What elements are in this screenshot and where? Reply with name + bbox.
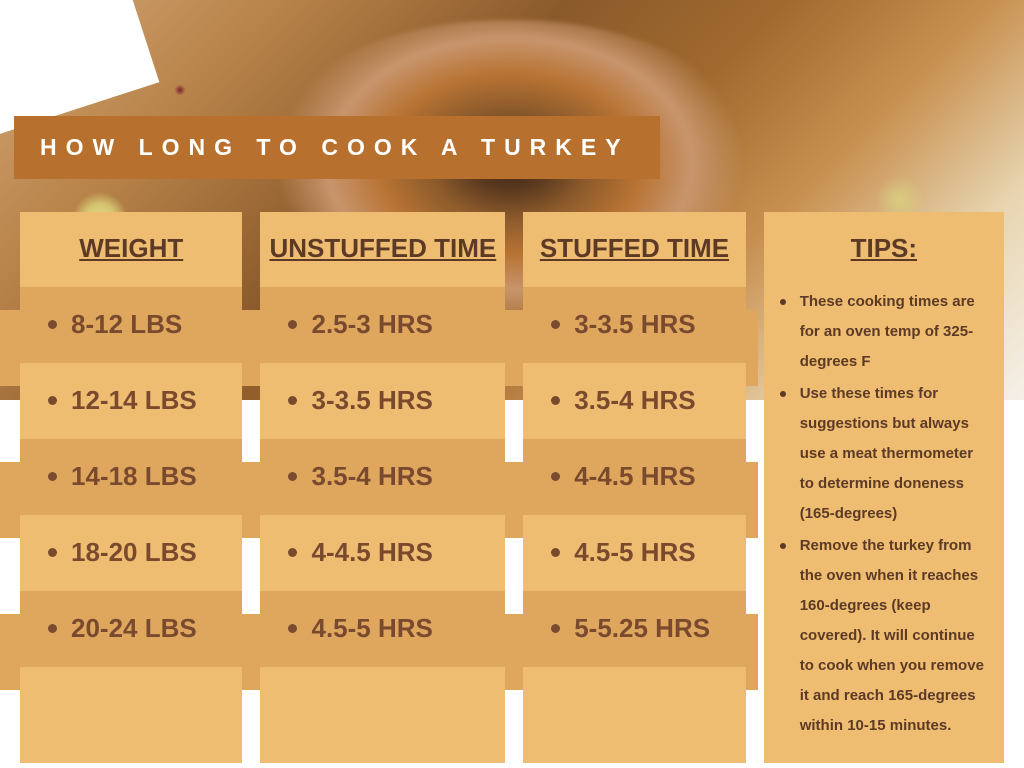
bullet-icon [48,624,57,633]
table-row: 3.5-4 HRS [523,363,745,439]
cell-unstuffed: 3.5-4 HRS [311,461,432,492]
tip-item: These cooking times are for an oven temp… [796,287,984,377]
cell-stuffed: 3-3.5 HRS [574,309,695,340]
table-row: 8-12 LBS [20,287,242,363]
header-stuffed: STUFFED TIME [523,212,745,287]
col-unstuffed: UNSTUFFED TIME 2.5-3 HRS 3-3.5 HRS 3.5-4… [260,212,505,763]
table-row: 12-14 LBS [20,363,242,439]
bullet-icon [48,548,57,557]
table-row: 4.5-5 HRS [260,591,505,667]
bullet-icon [551,472,560,481]
bullet-icon [551,396,560,405]
cooking-table: WEIGHT 8-12 LBS 12-14 LBS 14-18 LBS 18-2… [20,212,1004,763]
bullet-icon [288,548,297,557]
cell-weight: 12-14 LBS [71,385,197,416]
table-row: 18-20 LBS [20,515,242,591]
header-weight: WEIGHT [20,212,242,287]
col-tips: TIPS: These cooking times are for an ove… [764,212,1004,763]
cell-unstuffed: 4.5-5 HRS [311,613,432,644]
cell-stuffed: 4-4.5 HRS [574,461,695,492]
bullet-icon [551,548,560,557]
bullet-icon [288,624,297,633]
tip-item: Use these times for suggestions but alwa… [796,379,984,529]
bullet-icon [48,320,57,329]
cell-stuffed: 3.5-4 HRS [574,385,695,416]
col-stuffed: STUFFED TIME 3-3.5 HRS 3.5-4 HRS 4-4.5 H… [523,212,745,763]
page-title: HOW LONG TO COOK A TURKEY [40,134,630,160]
cell-weight: 14-18 LBS [71,461,197,492]
table-row: 4-4.5 HRS [523,439,745,515]
cell-unstuffed: 4-4.5 HRS [311,537,432,568]
table-row: 5-5.25 HRS [523,591,745,667]
bullet-icon [551,320,560,329]
cell-stuffed: 5-5.25 HRS [574,613,710,644]
bullet-icon [288,396,297,405]
cell-unstuffed: 3-3.5 HRS [311,385,432,416]
table-row: 4-4.5 HRS [260,515,505,591]
table-row: 3-3.5 HRS [523,287,745,363]
bullet-icon [288,320,297,329]
table-row: 3.5-4 HRS [260,439,505,515]
bullet-icon [48,472,57,481]
bullet-icon [288,472,297,481]
header-tips: TIPS: [764,212,1004,287]
col-weight: WEIGHT 8-12 LBS 12-14 LBS 14-18 LBS 18-2… [20,212,242,763]
table-row: 14-18 LBS [20,439,242,515]
header-unstuffed: UNSTUFFED TIME [260,212,505,287]
table-row: 2.5-3 HRS [260,287,505,363]
cell-unstuffed: 2.5-3 HRS [311,309,432,340]
bullet-icon [48,396,57,405]
cell-weight: 8-12 LBS [71,309,182,340]
tips-list: These cooking times are for an oven temp… [764,287,1004,741]
table-row: 4.5-5 HRS [523,515,745,591]
cell-stuffed: 4.5-5 HRS [574,537,695,568]
table-row: 20-24 LBS [20,591,242,667]
title-bar: HOW LONG TO COOK A TURKEY [14,116,660,179]
table-row: 3-3.5 HRS [260,363,505,439]
cell-weight: 20-24 LBS [71,613,197,644]
tip-item: Remove the turkey from the oven when it … [796,531,984,741]
bullet-icon [551,624,560,633]
cell-weight: 18-20 LBS [71,537,197,568]
